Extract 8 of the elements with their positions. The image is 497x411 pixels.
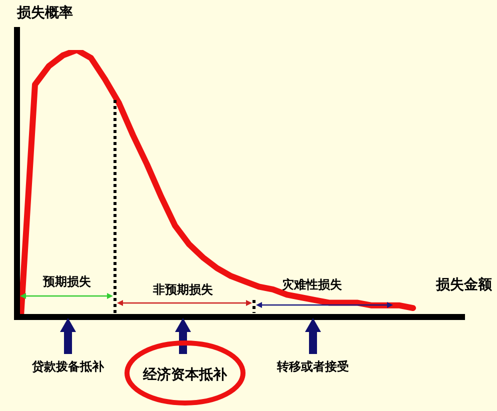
text: 经济资本抵补 — [143, 366, 227, 384]
x-axis-title: 损失金额 — [436, 276, 492, 294]
text: 贷款拨备抵补 — [32, 358, 104, 376]
annotation: 非预期损失 — [153, 282, 213, 298]
text: 转移或者接受 — [277, 358, 349, 376]
annotation: 预期损失 — [43, 274, 91, 290]
annotation: 灾难性损失 — [282, 276, 342, 294]
y-axis-title: 损失概率 — [17, 4, 73, 22]
